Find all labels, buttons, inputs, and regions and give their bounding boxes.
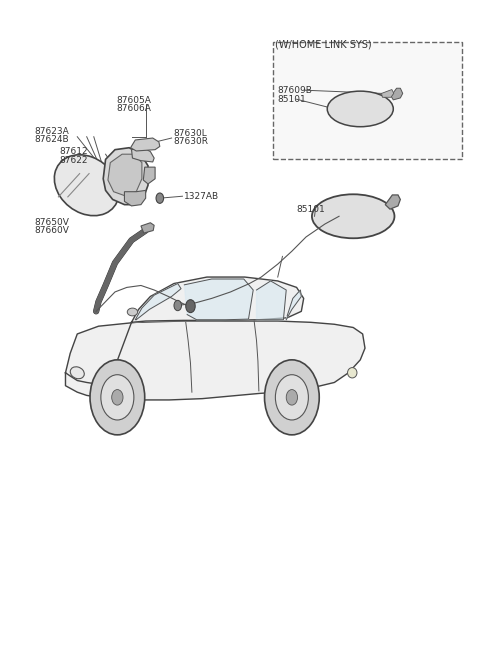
Text: 1327AB: 1327AB [184, 192, 219, 200]
Polygon shape [135, 284, 181, 320]
Polygon shape [385, 195, 400, 209]
Polygon shape [382, 90, 394, 98]
Ellipse shape [327, 91, 393, 126]
Text: 87609B: 87609B [278, 86, 312, 95]
Ellipse shape [127, 308, 138, 316]
Circle shape [174, 301, 181, 310]
Ellipse shape [348, 367, 357, 378]
Polygon shape [144, 167, 155, 184]
Polygon shape [141, 223, 154, 233]
Polygon shape [108, 154, 142, 196]
Circle shape [286, 390, 298, 405]
Circle shape [101, 375, 134, 420]
Circle shape [112, 390, 123, 405]
Text: 87624B: 87624B [35, 136, 70, 145]
Circle shape [276, 375, 308, 420]
Text: 85101: 85101 [297, 204, 325, 214]
Text: 85101: 85101 [278, 95, 307, 103]
Text: 87660V: 87660V [34, 226, 69, 235]
Text: 87605A: 87605A [117, 96, 151, 105]
Text: 87612: 87612 [60, 147, 88, 156]
Polygon shape [103, 148, 148, 204]
Text: 87630L: 87630L [173, 129, 207, 138]
Polygon shape [286, 290, 301, 320]
Polygon shape [65, 321, 365, 400]
Polygon shape [132, 148, 154, 162]
Ellipse shape [70, 367, 84, 379]
FancyBboxPatch shape [273, 42, 462, 159]
Text: (W/HOME LINK SYS): (W/HOME LINK SYS) [276, 40, 372, 50]
Polygon shape [184, 279, 253, 320]
Text: 87623A: 87623A [35, 127, 70, 136]
Text: 87606A: 87606A [117, 104, 151, 113]
Polygon shape [124, 191, 145, 206]
Polygon shape [131, 138, 160, 151]
Text: 87622: 87622 [60, 155, 88, 164]
Circle shape [156, 193, 164, 203]
Ellipse shape [312, 195, 395, 238]
Circle shape [90, 360, 145, 435]
Circle shape [186, 300, 195, 312]
Text: 87650V: 87650V [34, 217, 69, 227]
Circle shape [264, 360, 319, 435]
Polygon shape [132, 277, 304, 322]
Text: 87630R: 87630R [173, 138, 208, 147]
Polygon shape [256, 281, 286, 320]
Ellipse shape [54, 155, 119, 215]
Polygon shape [391, 88, 403, 100]
